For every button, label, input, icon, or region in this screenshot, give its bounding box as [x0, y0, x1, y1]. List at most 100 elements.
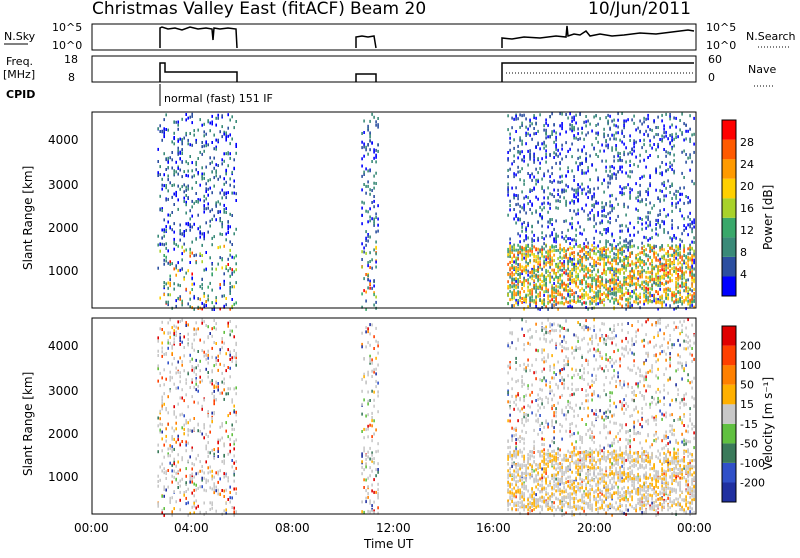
data-cell [369, 139, 371, 142]
data-cell [555, 285, 557, 288]
data-cell [617, 152, 619, 155]
data-cell [661, 161, 663, 164]
data-cell [671, 164, 673, 167]
data-cell [663, 267, 665, 270]
data-cell [181, 413, 183, 416]
data-cell [619, 185, 621, 188]
data-cell [177, 167, 179, 170]
data-cell [611, 267, 613, 270]
data-cell [527, 286, 529, 289]
data-cell [597, 141, 599, 144]
data-cell [545, 269, 547, 272]
data-cell [217, 114, 219, 117]
data-cell [663, 124, 665, 127]
data-cell [655, 219, 657, 222]
data-cell [177, 371, 179, 374]
data-cell [371, 323, 373, 326]
data-cell [511, 274, 513, 277]
data-cell [197, 201, 199, 204]
data-cell [687, 130, 689, 133]
data-cell [521, 206, 523, 209]
data-cell [583, 289, 585, 292]
data-cell [517, 258, 519, 261]
data-cell [599, 263, 601, 266]
data-cell [673, 270, 675, 273]
data-cell [555, 249, 557, 252]
data-cell [195, 457, 197, 460]
data-cell [205, 190, 207, 193]
data-cell [619, 241, 621, 244]
data-cell [169, 226, 171, 229]
data-cell [235, 301, 237, 304]
data-cell [159, 384, 161, 387]
data-cell [181, 267, 183, 270]
data-cell [671, 279, 673, 282]
data-cell [219, 283, 221, 286]
data-cell [529, 200, 531, 203]
data-cell [229, 292, 231, 295]
data-cell [683, 289, 685, 292]
data-cell [639, 120, 641, 123]
data-cell [585, 120, 587, 123]
data-cell [677, 262, 679, 265]
data-cell [509, 446, 511, 449]
data-cell [647, 271, 649, 274]
data-cell [201, 153, 203, 156]
data-cell [535, 474, 537, 477]
data-cell [635, 298, 637, 301]
data-cell [523, 495, 525, 498]
data-cell [367, 413, 369, 416]
data-cell [533, 447, 535, 450]
data-cell [229, 358, 231, 361]
data-cell [693, 250, 695, 253]
data-cell [623, 293, 625, 296]
data-cell [533, 161, 535, 164]
data-cell [173, 338, 175, 341]
data-cell [219, 392, 221, 395]
data-cell [181, 360, 183, 363]
data-cell [587, 246, 589, 249]
data-cell [193, 254, 195, 257]
data-cell [667, 255, 669, 258]
data-cell [191, 121, 193, 124]
data-cell [223, 398, 225, 401]
data-cell [201, 302, 203, 305]
data-cell [173, 332, 175, 335]
data-cell [521, 265, 523, 268]
data-cell [517, 171, 519, 174]
data-cell [547, 170, 549, 173]
data-cell [509, 495, 511, 498]
data-cell [531, 138, 533, 141]
data-cell [633, 283, 635, 286]
data-cell [539, 260, 541, 263]
data-cell [179, 336, 181, 339]
data-cell [549, 135, 551, 138]
data-cell [373, 279, 375, 282]
data-cell [221, 158, 223, 161]
data-cell [163, 403, 165, 406]
data-cell [177, 173, 179, 176]
data-cell [663, 131, 665, 134]
data-cell [531, 270, 533, 273]
data-cell [555, 219, 557, 222]
data-cell [215, 486, 217, 489]
data-cell [235, 143, 237, 146]
data-cell [189, 298, 191, 301]
data-cell [573, 118, 575, 121]
data-cell [169, 275, 171, 278]
data-cell [665, 274, 667, 277]
data-cell [685, 226, 687, 229]
data-cell [693, 133, 695, 136]
data-cell [535, 168, 537, 171]
data-cell [203, 232, 205, 235]
data-cell [535, 287, 537, 290]
data-cell [655, 227, 657, 230]
data-cell [193, 202, 195, 205]
data-cell [673, 159, 675, 162]
data-cell [679, 187, 681, 190]
data-cell [533, 279, 535, 282]
data-cell [225, 169, 227, 172]
data-cell [199, 376, 201, 379]
data-cell [531, 250, 533, 253]
data-cell [507, 458, 509, 461]
